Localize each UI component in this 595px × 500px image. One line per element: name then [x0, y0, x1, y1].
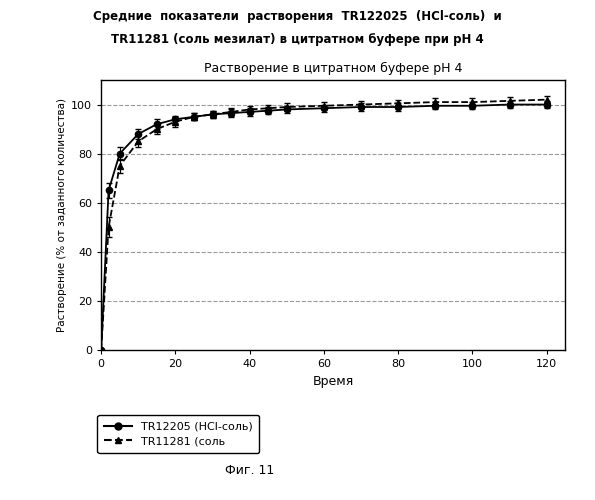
X-axis label: Время: Время: [312, 374, 354, 388]
Legend: TR12205 (HCl-соль), TR11281 (соль: TR12205 (HCl-соль), TR11281 (соль: [98, 415, 259, 453]
Text: Фиг. 11: Фиг. 11: [226, 464, 274, 477]
Y-axis label: Растворение (% от заданного количества): Растворение (% от заданного количества): [57, 98, 67, 332]
Text: Средние  показатели  растворения  TR122025  (HCl-соль)  и: Средние показатели растворения TR122025 …: [93, 10, 502, 23]
Text: TR11281 (соль мезилат) в цитратном буфере при pH 4: TR11281 (соль мезилат) в цитратном буфер…: [111, 32, 484, 46]
Title: Растворение в цитратном буфере pH 4: Растворение в цитратном буфере pH 4: [204, 62, 462, 74]
